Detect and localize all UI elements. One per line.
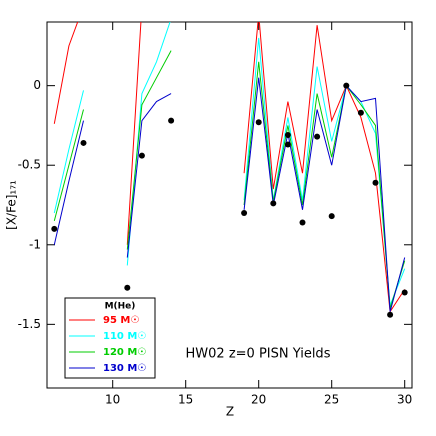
y-axis-label: [X/Fe]₁₇₁ [5, 180, 19, 230]
data-point [328, 213, 335, 220]
data-point [168, 117, 175, 124]
data-point [357, 109, 364, 116]
series-line [53, 22, 406, 306]
series-line [53, 77, 406, 312]
x-tick-label: 20 [251, 393, 266, 407]
data-point [314, 133, 321, 140]
data-point [270, 200, 277, 207]
plot-frame [46, 21, 413, 389]
x-tick-label: 30 [397, 393, 412, 407]
data-point [299, 219, 306, 226]
data-point [241, 209, 248, 216]
data-point [284, 141, 291, 148]
data-point [255, 119, 262, 126]
series-line [53, 50, 406, 309]
legend-box [64, 297, 156, 379]
y-tick-label: -1.5 [18, 317, 41, 331]
data-point [51, 225, 58, 232]
annotation: HW02 z=0 PISN Yields [186, 347, 331, 362]
data-point [401, 289, 408, 296]
data-point [387, 311, 394, 318]
plot-area [51, 22, 408, 318]
x-axis-label: Z [226, 405, 234, 419]
data-point [124, 284, 131, 291]
data-point [284, 131, 291, 138]
y-tick-label: -0.5 [18, 158, 41, 172]
x-tick-label: 15 [178, 393, 193, 407]
legend-label: 120 M☉ [103, 347, 146, 358]
y-tick-label: 0 [33, 78, 41, 92]
legend-title: M(He) [105, 302, 136, 312]
y-tick-label: -1 [29, 237, 41, 251]
legend-label: 110 M☉ [103, 331, 146, 342]
data-point [138, 152, 145, 159]
x-tick-label: 10 [105, 393, 120, 407]
series-line [53, 22, 406, 314]
data-point [80, 139, 87, 146]
legend-label: 130 M☉ [103, 363, 146, 374]
data-point [372, 179, 379, 186]
x-tick-label: 25 [324, 393, 339, 407]
data-point [343, 82, 350, 89]
legend-label: 95 M☉ [103, 315, 139, 326]
